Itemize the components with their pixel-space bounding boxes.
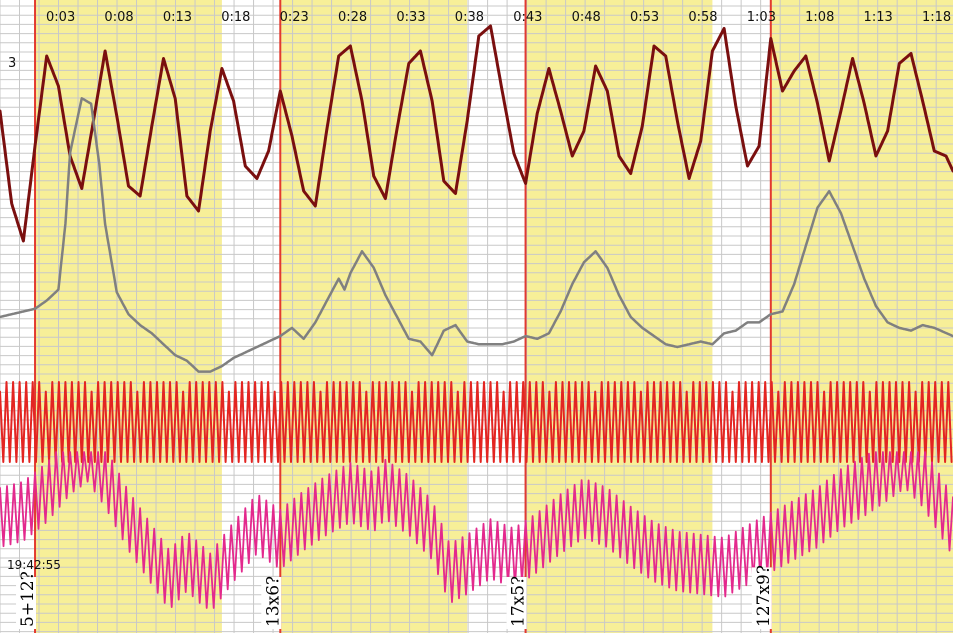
y-axis-edge-label: 3 <box>8 56 16 71</box>
x-tick-label: 0:28 <box>338 10 367 25</box>
highlight-band-2 <box>280 0 468 633</box>
x-tick-label: 0:18 <box>221 10 250 25</box>
interval-tag-bg <box>751 567 772 629</box>
x-tick-label: 0:33 <box>396 10 425 25</box>
x-tick-label: 0:38 <box>455 10 484 25</box>
x-tick-labels: 0:03 0:08 0:13 0:18 0:23 0:28 0:33 0:38 0:43 0:48… <box>46 10 951 25</box>
x-tick-label: 1:18 <box>922 10 951 25</box>
x-tick-label: 0:23 <box>280 10 309 25</box>
interval-tag-4: 127x9? <box>751 565 774 629</box>
x-tick-label: 0:43 <box>513 10 542 25</box>
interval-tag-label: 127x9? <box>754 565 774 627</box>
x-tick-label: 0:13 <box>163 10 192 25</box>
x-tick-label: 1:13 <box>864 10 893 25</box>
x-tick-label: 0:03 <box>46 10 75 25</box>
interval-tag-2: 13x6? <box>261 576 283 629</box>
trace-series_3 <box>0 381 953 463</box>
interval-tag-bg <box>506 577 527 629</box>
x-tick-label: 0:48 <box>572 10 601 25</box>
x-tick-label: 0:53 <box>630 10 659 25</box>
interval-tag-bg <box>16 577 37 629</box>
trace-series_4 <box>0 451 953 609</box>
x-tick-label: 1:08 <box>805 10 834 25</box>
trace-series_1 <box>0 24 953 243</box>
chart-labels: 3 19:42:55 <box>7 56 61 572</box>
trace-series_2 <box>0 97 953 373</box>
interval-tag-label: 17x5? <box>509 576 529 627</box>
interval-tags: 5+12? 13x6? 17x5? 127x9? <box>16 565 774 629</box>
interval-tag-label: 13x6? <box>263 576 283 627</box>
interval-tag-label: 5+12? <box>18 571 38 627</box>
clock-label: 19:42:55 <box>7 558 61 572</box>
interval-tag-bg <box>261 577 282 629</box>
x-tick-label: 0:58 <box>688 10 717 25</box>
x-tick-label: 0:08 <box>104 10 133 25</box>
interval-tag-1: 5+12? <box>16 571 38 629</box>
interval-tag-3: 17x5? <box>506 576 529 629</box>
x-tick-label: 1:03 <box>747 10 776 25</box>
trace-series <box>0 24 953 609</box>
